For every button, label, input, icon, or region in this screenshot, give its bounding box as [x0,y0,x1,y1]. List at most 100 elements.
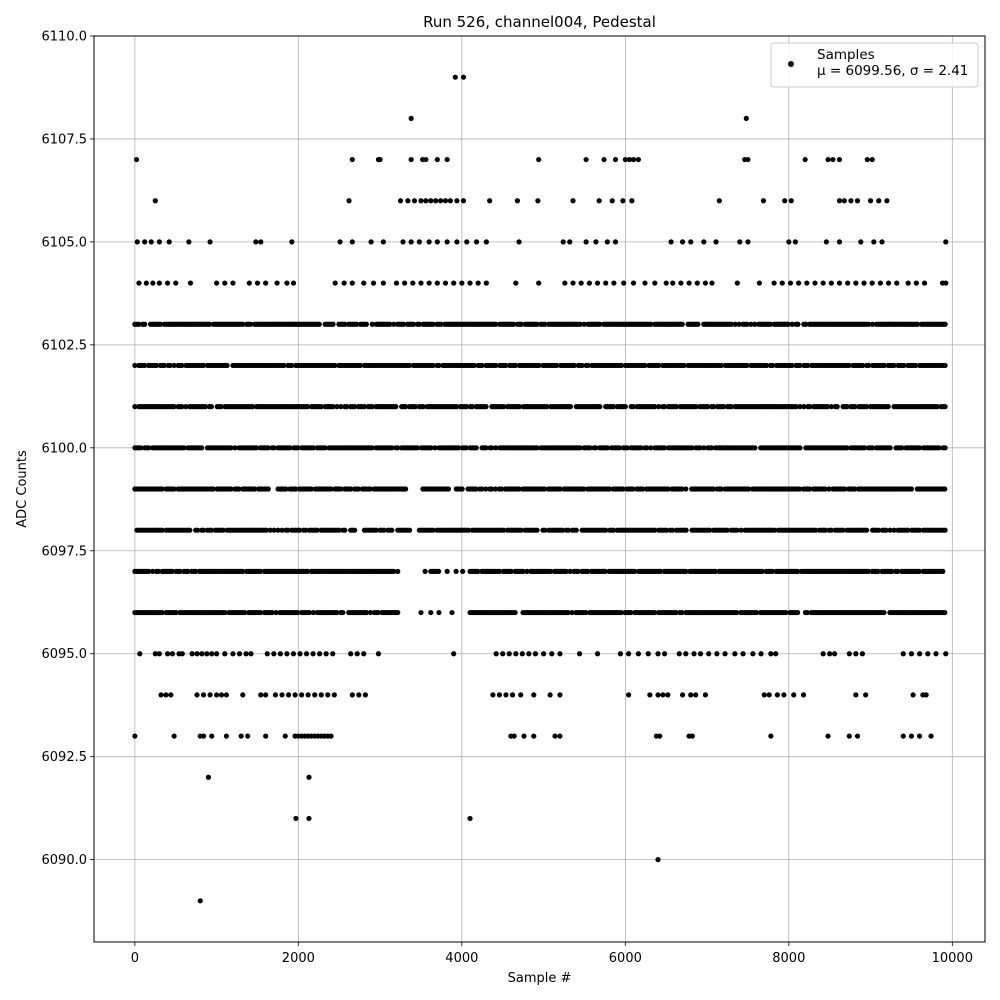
sample-point [150,280,156,286]
sample-point [783,609,789,616]
sample-point [142,239,148,245]
sample-point [200,527,207,533]
sample-point [681,362,687,369]
sample-point [876,198,882,204]
sample-point [161,362,167,369]
sample-point [455,445,462,451]
sample-point [573,527,579,533]
sample-point [444,156,450,163]
sample-point [514,198,521,204]
sample-point [214,280,220,286]
sample-point [459,280,465,286]
sample-point [901,362,907,369]
plot-frame [93,35,986,943]
sample-point [691,651,697,657]
sample-point [437,198,444,204]
sample-point [434,156,440,163]
sample-point [626,651,632,657]
sample-point [683,527,689,533]
sample-point [473,445,479,451]
sample-point [340,609,346,616]
sample-point [368,239,374,245]
sample-point [418,280,424,286]
sample-point [156,280,162,286]
sample-point [408,115,414,121]
sample-point [728,404,734,410]
sample-point [620,486,626,492]
sample-point [179,651,185,657]
sample-point [210,486,216,492]
sample-point [171,486,177,492]
sample-point [473,486,479,492]
sample-point [655,651,661,657]
sample-point [800,692,807,698]
sample-point [910,692,916,698]
y-tick-label: 6110.0 [42,30,88,45]
sample-point [718,486,724,492]
sample-point [916,568,922,574]
sample-point [279,527,285,533]
sample-point [194,692,200,698]
sample-point [493,362,499,369]
sample-point [889,568,895,574]
sample-point [153,362,160,369]
sample-point [207,692,213,698]
sample-point [630,404,636,410]
sample-point [806,486,813,492]
x-tick-label: 4000 [445,951,478,966]
sample-point [860,362,866,369]
sample-point [444,239,450,245]
sample-point [422,568,428,574]
sample-point [657,733,663,739]
sample-point [865,362,872,369]
sample-point [655,857,661,863]
x-axis-label: Sample # [508,971,572,986]
sample-point [240,692,246,698]
sample-point [393,280,400,286]
sample-point [583,609,589,616]
sample-point [651,609,658,616]
sample-point [846,651,852,657]
sample-point [156,651,162,657]
sample-point [774,692,780,698]
sample-point [281,362,287,369]
sample-point [657,568,663,574]
sample-point [304,568,311,574]
sample-point [258,239,264,245]
sample-point [750,651,756,657]
sample-point [220,527,226,533]
sample-point [763,362,770,369]
sample-point [825,733,831,739]
sample-point [253,445,260,451]
sample-point [540,651,547,657]
sample-point [701,239,707,245]
sample-point [915,321,921,327]
sample-point [138,445,144,451]
sample-point [569,609,575,616]
sample-point [853,280,859,286]
sample-point [377,156,383,163]
sample-point [367,609,373,616]
sample-point [246,280,252,286]
sample-point [869,321,876,327]
sample-point [913,362,919,369]
sample-point [894,280,900,286]
sample-point [773,651,779,657]
sample-point [756,280,762,286]
sample-point [854,198,861,204]
sample-point [454,198,460,204]
sample-point [828,527,834,533]
sample-point [813,527,819,533]
sample-point [361,404,368,410]
sample-point [224,362,230,369]
sample-point [705,404,711,410]
sample-point [683,651,689,657]
sample-point [351,404,358,410]
sample-point [187,280,194,286]
sample-point [133,156,140,163]
sample-point [745,156,751,163]
sample-point [179,404,185,410]
sample-point [479,362,485,369]
sample-point [570,198,576,204]
sample-point [620,198,626,204]
